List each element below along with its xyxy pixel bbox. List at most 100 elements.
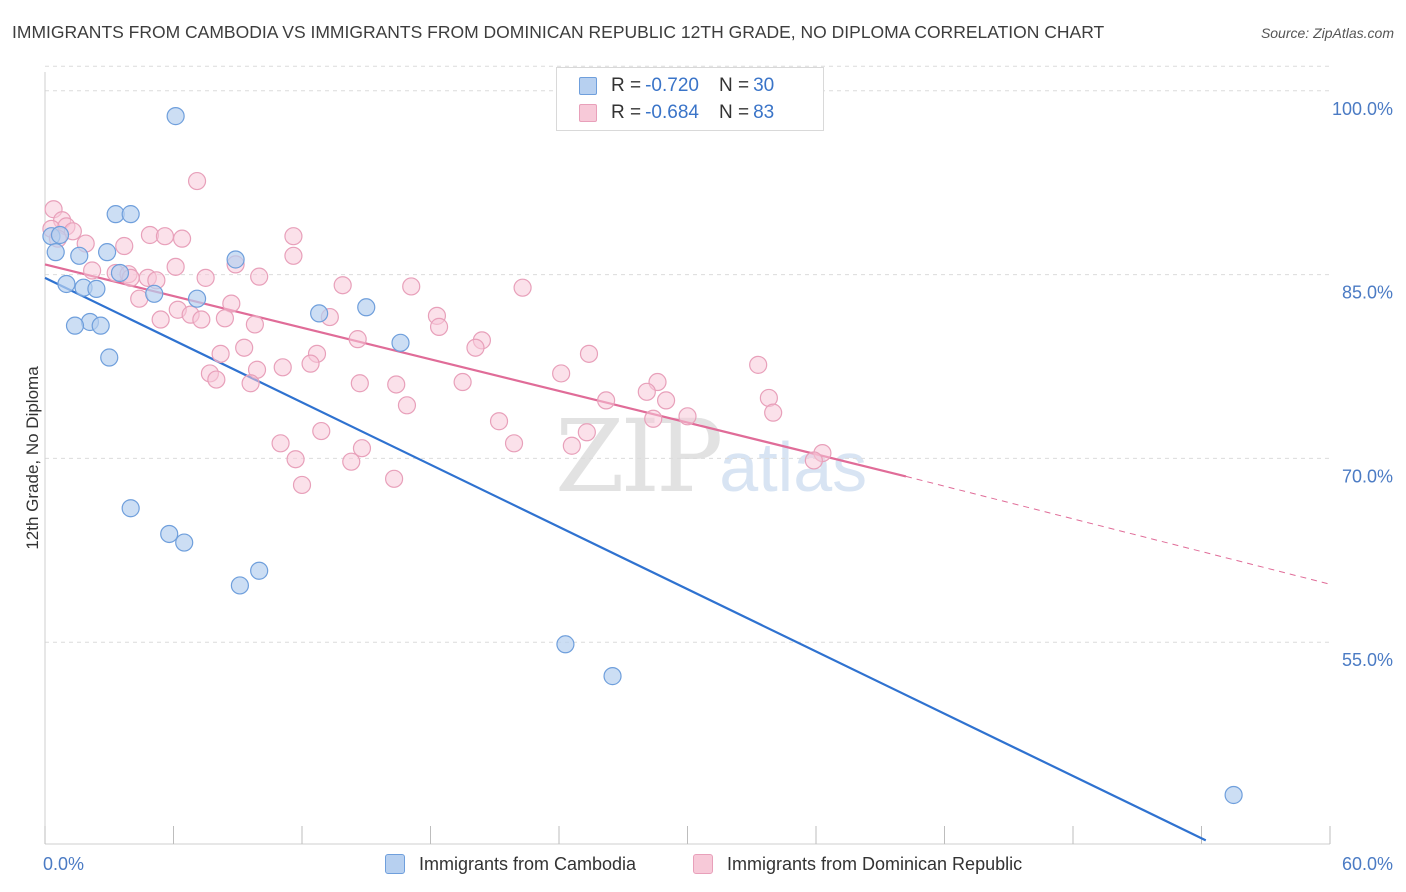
legend-r-label: R = <box>611 102 642 123</box>
legend-n-label: N = <box>718 102 750 123</box>
dominican-point <box>215 309 234 328</box>
y-tick-label: 85.0% <box>1342 283 1393 303</box>
y-tick-label: 55.0% <box>1342 650 1393 670</box>
cambodia-point <box>145 284 164 303</box>
dominican-point <box>115 236 134 256</box>
bottom-legend-label-cambodia: Immigrants from Cambodia <box>419 853 637 874</box>
x-tick-label: 60.0% <box>1342 854 1393 874</box>
dominican-point <box>192 310 211 329</box>
cambodia-point <box>110 263 130 283</box>
correlation-legend: R = -0.720 N = 30 R = -0.684 N = 83 <box>556 67 824 131</box>
cambodia-point <box>121 499 140 518</box>
dominican-point <box>644 409 663 428</box>
dominican-point <box>196 268 215 287</box>
cambodia-point <box>230 576 249 595</box>
cambodia-point <box>166 107 185 126</box>
y-tick-label: 100.0% <box>1332 99 1393 119</box>
dominican-point <box>466 338 485 357</box>
legend-row-dominican: R = -0.684 N = 83 <box>579 100 774 126</box>
dominican-point <box>678 407 697 426</box>
cambodia-point <box>50 225 70 245</box>
legend-swatch-cambodia <box>579 77 597 95</box>
dominican-point <box>241 374 260 393</box>
dominican-trend-line <box>44 263 907 478</box>
legend-n-value: 83 <box>753 102 775 123</box>
dominican-point <box>387 375 406 394</box>
cambodia-trend-line <box>44 276 1207 842</box>
cambodia-point <box>357 298 376 317</box>
bottom-legend-swatch-cambodia <box>385 854 405 874</box>
dominican-point <box>273 358 292 377</box>
legend-n-value: 30 <box>753 75 775 96</box>
dominican-point <box>397 396 417 415</box>
cambodia-point <box>70 246 89 265</box>
dominican-point <box>284 246 303 265</box>
dominican-point <box>130 289 149 308</box>
tick-labels: 100.0% 85.0% 70.0% 55.0% 0.0% 60.0% <box>43 99 1393 874</box>
x-tick-label: 0.0% <box>43 854 84 874</box>
legend-r-label: R = <box>611 75 642 96</box>
bottom-legend-dominican: Immigrants from Dominican Republic <box>693 851 1022 877</box>
dominican-point <box>489 412 509 431</box>
dominican-point <box>384 469 404 488</box>
dominican-point <box>348 330 367 349</box>
cambodia-point <box>100 348 119 367</box>
dominican-point <box>245 315 264 334</box>
dominican-point <box>333 276 352 295</box>
dominican-point <box>312 421 331 441</box>
dominican-point <box>352 439 372 458</box>
y-axis-label: 12th Grade, No Diploma <box>23 366 42 550</box>
cambodia-points <box>42 107 1243 805</box>
dominican-point <box>656 391 676 410</box>
legend-swatch-dominican <box>579 104 597 122</box>
cambodia-point <box>603 667 622 686</box>
cambodia-point <box>187 289 207 308</box>
dominican-point <box>504 434 524 453</box>
legend-row-cambodia: R = -0.720 N = 30 <box>579 73 774 99</box>
watermark-atlas: atlas <box>719 428 868 506</box>
dominican-point <box>207 370 226 389</box>
dominican-point <box>155 227 175 246</box>
dominican-point <box>402 277 421 296</box>
cambodia-point <box>556 635 575 654</box>
grid-lines <box>45 65 1330 643</box>
cambodia-point <box>310 304 329 323</box>
dominican-point <box>749 355 768 374</box>
cambodia-point <box>226 250 245 269</box>
dominican-point <box>453 372 472 392</box>
cambodia-point <box>1224 785 1243 805</box>
chart-title: IMMIGRANTS FROM CAMBODIA VS IMMIGRANTS F… <box>12 22 1105 42</box>
dominican-point <box>235 338 254 357</box>
cambodia-point <box>91 316 110 335</box>
dominican-point <box>804 451 823 470</box>
dominican-point <box>292 475 312 495</box>
dominican-point <box>513 278 532 297</box>
dominican-point <box>637 382 656 401</box>
cambodia-point <box>46 243 65 262</box>
legend-n-label: N = <box>718 75 750 96</box>
dominican-point <box>577 423 596 442</box>
dominican-point <box>579 344 599 363</box>
dominican-point <box>350 374 369 393</box>
axes <box>44 72 1331 845</box>
cambodia-point <box>87 279 106 298</box>
cambodia-point <box>391 333 410 352</box>
dominican-point <box>342 452 361 471</box>
dominican-point <box>151 310 170 329</box>
dominican-point <box>286 450 305 469</box>
cambodia-point <box>98 243 117 262</box>
dominican-point <box>187 171 207 191</box>
dominican-point <box>562 436 581 455</box>
dominican-points <box>42 171 832 495</box>
legend-r-value: -0.684 <box>645 102 699 123</box>
bottom-legend-cambodia: Immigrants from Cambodia <box>385 851 636 877</box>
y-tick-label: 70.0% <box>1342 466 1393 486</box>
dominican-point <box>597 391 616 410</box>
dominican-point <box>301 354 320 373</box>
dominican-point <box>166 257 185 276</box>
cambodia-point <box>57 274 76 294</box>
cambodia-point <box>175 533 194 552</box>
dominican-point <box>211 344 230 363</box>
dominican-point <box>764 403 783 422</box>
